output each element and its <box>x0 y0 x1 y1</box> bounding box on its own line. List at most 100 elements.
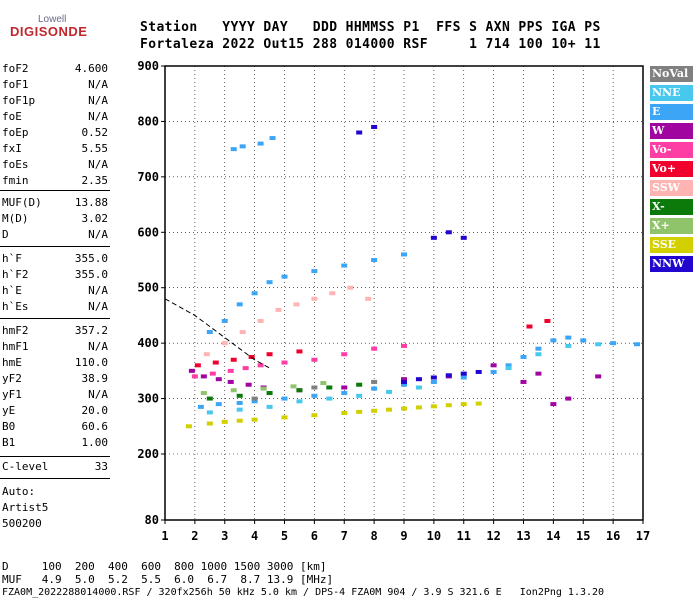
data-point <box>212 360 219 365</box>
param-row: B0 60.6 <box>2 420 108 436</box>
divider <box>0 456 110 457</box>
data-point <box>371 124 378 129</box>
param-value: N/A <box>88 78 108 91</box>
param-value: 5.55 <box>81 142 109 155</box>
data-point <box>266 391 273 396</box>
data-point <box>610 341 617 346</box>
data-point <box>415 385 422 390</box>
param-row: foEs N/A <box>2 158 108 174</box>
trace-annotations <box>164 298 270 369</box>
data-point <box>200 391 207 396</box>
data-point <box>430 375 437 380</box>
param-row: MUF(D) 13.88 <box>2 196 108 212</box>
data-point <box>290 384 297 389</box>
data-point <box>356 393 363 398</box>
data-point <box>257 141 264 146</box>
data-point <box>356 130 363 135</box>
param-row: hmF2 357.2 <box>2 324 108 340</box>
data-point <box>445 230 452 235</box>
series-w <box>188 363 602 407</box>
series-vo- <box>191 343 407 379</box>
param-row: M(D) 3.02 <box>2 212 108 228</box>
legend-item: Vo+ <box>650 161 693 177</box>
x-tick-label: 6 <box>311 529 318 543</box>
distance-row: D 100 200 400 600 800 1000 1500 3000 [km… <box>2 560 327 573</box>
data-point <box>565 335 572 340</box>
data-point <box>460 371 467 376</box>
param-row: fxI 5.55 <box>2 142 108 158</box>
param-row: yF2 38.9 <box>2 372 108 388</box>
param-name: MUF(D) <box>2 196 42 209</box>
data-point <box>311 269 318 274</box>
param-row: fmin 2.35 <box>2 174 108 190</box>
x-tick-label: 4 <box>251 529 258 543</box>
data-point <box>236 418 243 423</box>
param-value: 3.02 <box>81 212 109 225</box>
data-point <box>460 402 467 407</box>
data-point <box>356 409 363 414</box>
data-point <box>227 379 234 384</box>
data-point <box>326 385 333 390</box>
logo-main-text: DIGISONDE <box>10 24 88 39</box>
data-point <box>580 338 587 343</box>
param-value: 355.0 <box>74 268 108 281</box>
data-point <box>401 406 407 411</box>
data-point <box>415 405 422 410</box>
digisonde-logo: Lowell DIGISONDE <box>8 10 87 40</box>
data-point <box>401 379 407 384</box>
param-row: h`F2 355.0 <box>2 268 108 284</box>
data-point <box>188 368 195 373</box>
param-name: foEs <box>2 158 29 171</box>
legend-item: SSW <box>650 180 693 196</box>
param-name: hmE <box>2 356 22 369</box>
param-name: foF2 <box>2 62 29 75</box>
auto-method: Artist5 <box>2 501 49 514</box>
divider <box>0 318 110 319</box>
param-value: N/A <box>88 300 108 313</box>
data-point <box>320 381 327 386</box>
auto-code: 500200 <box>2 517 42 530</box>
echo-points <box>185 124 641 429</box>
data-point <box>221 341 228 346</box>
param-value: 60.6 <box>81 420 109 433</box>
x-tick-label: 7 <box>341 529 348 543</box>
param-name: D <box>2 228 9 241</box>
x-tick-label: 1 <box>161 529 168 543</box>
data-point <box>269 136 276 141</box>
series-nnw <box>356 124 482 384</box>
data-point <box>371 346 378 351</box>
header-row-labels: Station YYYY DAY DDD HHMMSS P1 FFS S AXN… <box>140 20 601 35</box>
legend-item: Vo- <box>650 142 693 158</box>
grid <box>165 66 643 520</box>
y-tick-label: 500 <box>137 281 159 295</box>
data-point <box>197 404 204 409</box>
dashed-trace <box>164 298 270 369</box>
param-row: hmF1 N/A <box>2 340 108 356</box>
param-name: fmin <box>2 174 29 187</box>
data-point <box>565 396 572 401</box>
x-axis: 1 2 3 4 5 6 7 8 9 10 11 12 13 14 15 16 17 <box>161 520 650 543</box>
data-point <box>227 368 234 373</box>
data-point <box>257 363 264 368</box>
data-point <box>341 410 348 415</box>
data-point <box>430 379 437 384</box>
data-point <box>200 374 207 379</box>
param-row: yE 20.0 <box>2 404 108 420</box>
data-point <box>296 349 303 354</box>
param-value: 357.2 <box>74 324 108 337</box>
param-name: h`F2 <box>2 268 29 281</box>
header-row-values: Fortaleza 2022 Out15 288 014000 RSF 1 71… <box>140 37 601 52</box>
data-point <box>490 369 497 374</box>
x-tick-label: 2 <box>191 529 198 543</box>
data-point <box>326 396 333 401</box>
data-point <box>505 366 512 371</box>
x-tick-label: 10 <box>427 529 441 543</box>
data-point <box>236 401 243 406</box>
data-point <box>206 421 213 426</box>
y-tick-label: 800 <box>137 114 159 128</box>
param-value: N/A <box>88 284 108 297</box>
data-point <box>206 410 213 415</box>
param-row: foF1p N/A <box>2 94 108 110</box>
data-point <box>386 389 393 394</box>
